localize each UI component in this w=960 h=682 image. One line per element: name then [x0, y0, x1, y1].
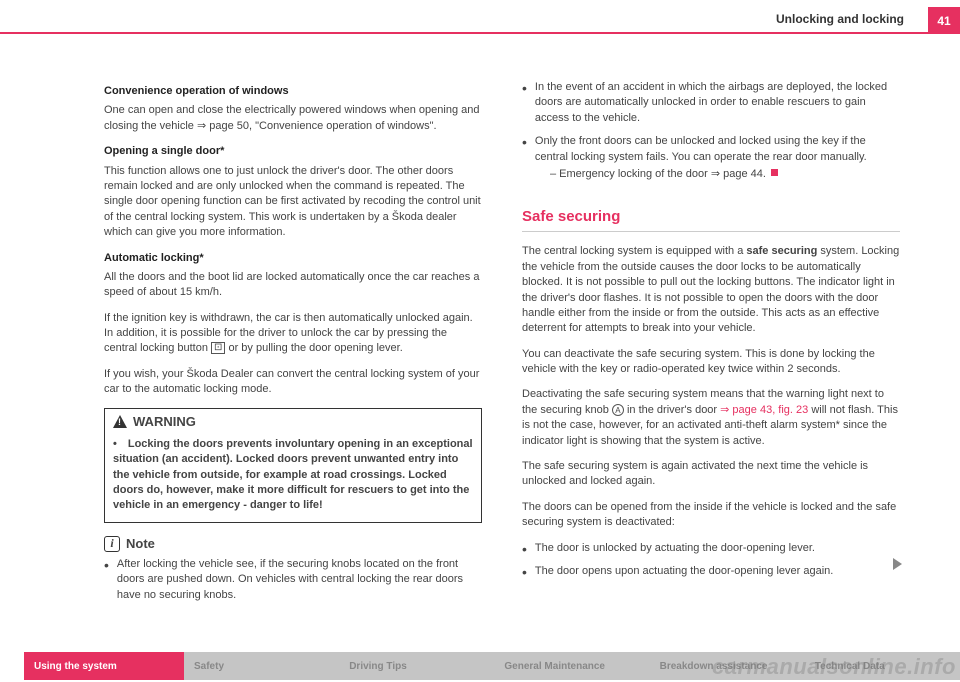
para-convenience: One can open and close the electrically … — [104, 103, 482, 134]
para-safe-1: The central locking system is equipped w… — [522, 244, 900, 336]
para-safe-5: The doors can be opened from the inside … — [522, 500, 900, 531]
lock-icon: ⊡ — [211, 342, 225, 354]
bullet-front-doors: • Only the front doors can be unlocked a… — [522, 134, 900, 165]
info-icon: i — [104, 536, 120, 552]
circled-a-icon: A — [612, 404, 624, 416]
tab-general-maintenance[interactable]: General Maintenance — [494, 652, 649, 680]
text: in the driver's door — [624, 404, 720, 416]
note-bullet: • After locking the vehicle see, if the … — [104, 557, 482, 603]
note-header: i Note — [104, 535, 482, 553]
left-column: Convenience operation of windows One can… — [104, 80, 482, 622]
heading-convenience: Convenience operation of windows — [104, 84, 482, 99]
bullet-door-unlock: • The door is unlocked by actuating the … — [522, 541, 900, 556]
watermark: carmanualsonline.info — [712, 654, 956, 680]
header-rule — [0, 32, 960, 34]
text: or by pulling the door opening lever. — [225, 342, 402, 354]
bullet-text: The door is unlocked by actuating the do… — [535, 541, 815, 556]
para-safe-3: Deactivating the safe securing system me… — [522, 387, 900, 449]
bullet-dot: • — [522, 81, 527, 126]
para-safe-2: You can deactivate the safe securing sys… — [522, 347, 900, 378]
end-of-section-icon — [771, 169, 778, 176]
note-label: Note — [126, 535, 155, 553]
tab-driving-tips[interactable]: Driving Tips — [339, 652, 494, 680]
bullet-dot: • — [522, 135, 527, 165]
bullet-dot: • — [104, 558, 109, 603]
text: – Emergency locking of the door — [550, 168, 711, 180]
content-area: Convenience operation of windows One can… — [104, 80, 900, 622]
para-safe-4: The safe securing system is again activa… — [522, 459, 900, 490]
section-title-safe-securing: Safe securing — [522, 206, 900, 227]
tab-safety[interactable]: Safety — [184, 652, 339, 680]
warning-triangle-icon — [113, 415, 127, 428]
page-ref-link[interactable]: ⇒ page 43, fig. 23 — [720, 404, 808, 416]
warning-body: • Locking the doors prevents involuntary… — [105, 433, 481, 522]
section-underline — [522, 231, 900, 232]
bold-text: safe securing — [746, 245, 817, 257]
bullet-text: In the event of an accident in which the… — [535, 80, 900, 126]
tab-using-system[interactable]: Using the system — [24, 652, 184, 680]
page-number: 41 — [928, 7, 960, 34]
continue-arrow-icon — [893, 558, 902, 570]
bullet-door-open: • The door opens upon actuating the door… — [522, 564, 900, 579]
sub-bullet-emergency: – Emergency locking of the door ⇒ page 4… — [522, 167, 900, 182]
header-title: Unlocking and locking — [776, 12, 904, 26]
para-auto-lock-1: All the doors and the boot lid are locke… — [104, 270, 482, 301]
warning-box: WARNING • Locking the doors prevents inv… — [104, 408, 482, 523]
bullet-accident: • In the event of an accident in which t… — [522, 80, 900, 126]
heading-single-door: Opening a single door* — [104, 144, 482, 159]
bullet-dot: • — [522, 542, 527, 556]
warning-label: WARNING — [133, 413, 196, 431]
page-ref-link[interactable]: ⇒ page 50, "Convenience operation of win… — [197, 120, 437, 132]
bullet-text: The door opens upon actuating the door-o… — [535, 564, 833, 579]
bullet-dot: • — [522, 565, 527, 579]
text: system. Locking the vehicle from the out… — [522, 245, 899, 334]
right-column: • In the event of an accident in which t… — [522, 80, 900, 622]
para-single-door: This function allows one to just unlock … — [104, 164, 482, 241]
para-auto-lock-3: If you wish, your Škoda Dealer can conve… — [104, 367, 482, 398]
note-text: After locking the vehicle see, if the se… — [117, 557, 482, 603]
page-ref-link[interactable]: ⇒ page 44. — [711, 168, 766, 180]
text: The central locking system is equipped w… — [522, 245, 746, 257]
heading-auto-locking: Automatic locking* — [104, 251, 482, 266]
bullet-text: Only the front doors can be unlocked and… — [535, 134, 900, 165]
para-auto-lock-2: If the ignition key is withdrawn, the ca… — [104, 311, 482, 357]
warning-header: WARNING — [105, 409, 481, 433]
